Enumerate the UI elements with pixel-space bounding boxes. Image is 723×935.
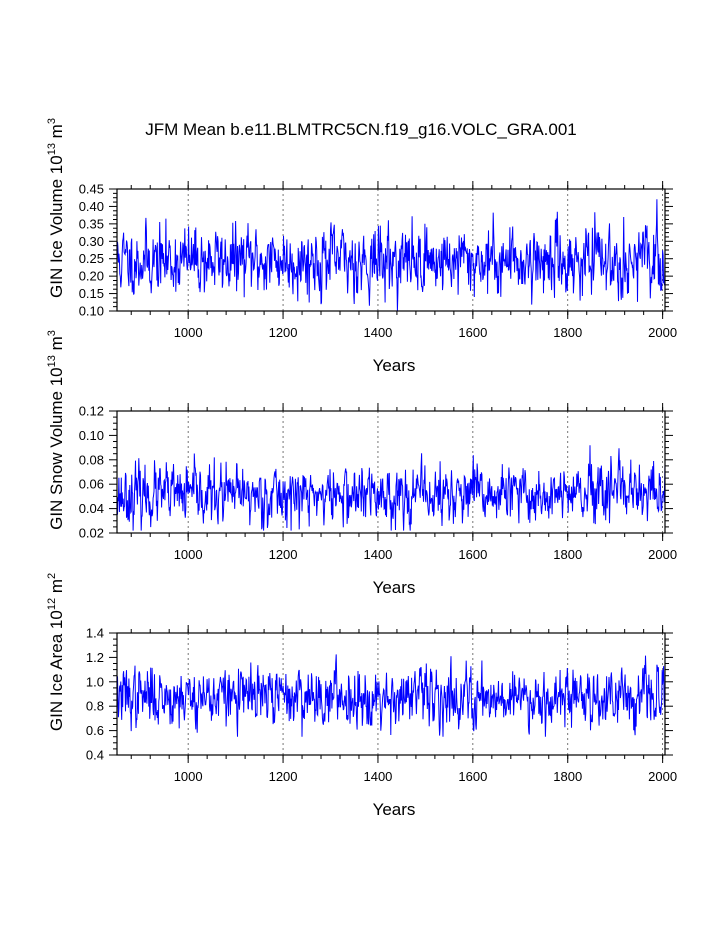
x-tick-label: 1400 bbox=[363, 325, 392, 340]
x-tick-label: 1800 bbox=[553, 325, 582, 340]
y-axis-label: GIN Ice Volume 1013 m3 bbox=[46, 118, 66, 298]
y-tick-label: 0.20 bbox=[79, 269, 104, 284]
y-tick-label: 1.2 bbox=[86, 650, 104, 665]
panel-3: 1000 1200 1400 1600 1800 2000 0.4 0.6 0.8 1.0 1.2 1… bbox=[46, 573, 677, 819]
y-axis-label: GIN Snow Volume 1013 m3 bbox=[46, 330, 66, 530]
figure-title: JFM Mean b.e11.BLMTRC5CN.f19_g16.VOLC_GR… bbox=[145, 120, 577, 139]
y-axis-label-text: GIN Snow Volume 10 bbox=[47, 367, 66, 530]
y-tick-label: 1.0 bbox=[86, 674, 104, 689]
x-axis-label: Years bbox=[373, 578, 416, 597]
series-line bbox=[116, 199, 666, 312]
y-tick-label: 0.30 bbox=[79, 234, 104, 249]
y-axis-label-text: GIN Ice Area 10 bbox=[47, 610, 66, 731]
y-tick-label: 0.15 bbox=[79, 286, 104, 301]
y-tick-label: 0.06 bbox=[79, 477, 104, 492]
y-axis-label: GIN Ice Area 1012 m2 bbox=[46, 573, 66, 731]
y-axis-label-unit: m bbox=[47, 124, 66, 143]
y-tick-label: 0.4 bbox=[86, 748, 104, 763]
x-tick-label: 1600 bbox=[458, 547, 487, 562]
y-tick-label: 0.8 bbox=[86, 699, 104, 714]
x-tick-label: 1000 bbox=[174, 769, 203, 784]
y-axis-label-unit: m bbox=[47, 336, 66, 355]
x-tick-label: 1800 bbox=[553, 769, 582, 784]
y-tick-label: 0.25 bbox=[79, 251, 104, 266]
series-line bbox=[116, 445, 666, 531]
x-tick-label: 1000 bbox=[174, 547, 203, 562]
x-axis-label: Years bbox=[373, 356, 416, 375]
x-tick-label: 1600 bbox=[458, 325, 487, 340]
y-axis-label-unit-exponent: 3 bbox=[46, 330, 58, 336]
x-tick-label: 1400 bbox=[363, 769, 392, 784]
x-tick-label: 1600 bbox=[458, 769, 487, 784]
y-tick-label: 0.6 bbox=[86, 723, 104, 738]
x-axis-label: Years bbox=[373, 800, 416, 819]
y-axis-label-unit: m bbox=[47, 579, 66, 598]
y-tick-label: 0.12 bbox=[79, 404, 104, 419]
y-tick-label: 0.10 bbox=[79, 304, 104, 319]
x-tick-label: 1400 bbox=[363, 547, 392, 562]
x-tick-label: 2000 bbox=[648, 325, 677, 340]
y-axis-label-unit-exponent: 2 bbox=[46, 573, 58, 579]
y-axis-label-text: GIN Ice Volume 10 bbox=[47, 155, 66, 298]
y-tick-label: 0.02 bbox=[79, 526, 104, 541]
x-tick-label: 1000 bbox=[174, 325, 203, 340]
panels: 1000 1200 1400 1600 1800 2000 0.10 0.15 0.20 0.25… bbox=[46, 118, 677, 819]
x-tick-label: 1200 bbox=[269, 769, 298, 784]
y-axis-label-exponent: 13 bbox=[46, 355, 58, 367]
y-axis-label-unit-exponent: 3 bbox=[46, 118, 58, 124]
x-tick-label: 1200 bbox=[269, 547, 298, 562]
y-tick-label: 0.45 bbox=[79, 182, 104, 197]
x-tick-label: 1800 bbox=[553, 547, 582, 562]
x-tick-label: 2000 bbox=[648, 547, 677, 562]
y-tick-label: 1.4 bbox=[86, 626, 104, 641]
y-tick-label: 0.35 bbox=[79, 216, 104, 231]
x-tick-label: 2000 bbox=[648, 769, 677, 784]
panel-1: 1000 1200 1400 1600 1800 2000 0.10 0.15 0.20 0.25… bbox=[46, 118, 677, 375]
series-line bbox=[116, 654, 666, 737]
y-tick-label: 0.10 bbox=[79, 428, 104, 443]
y-tick-label: 0.04 bbox=[79, 501, 104, 516]
panel-2: 1000 1200 1400 1600 1800 2000 0.02 0.04 0.06 0.08… bbox=[46, 330, 677, 597]
x-tick-label: 1200 bbox=[269, 325, 298, 340]
y-axis-label-exponent: 13 bbox=[46, 143, 58, 155]
y-tick-label: 0.08 bbox=[79, 452, 104, 467]
y-axis-label-exponent: 12 bbox=[46, 598, 58, 610]
y-tick-label: 0.40 bbox=[79, 199, 104, 214]
